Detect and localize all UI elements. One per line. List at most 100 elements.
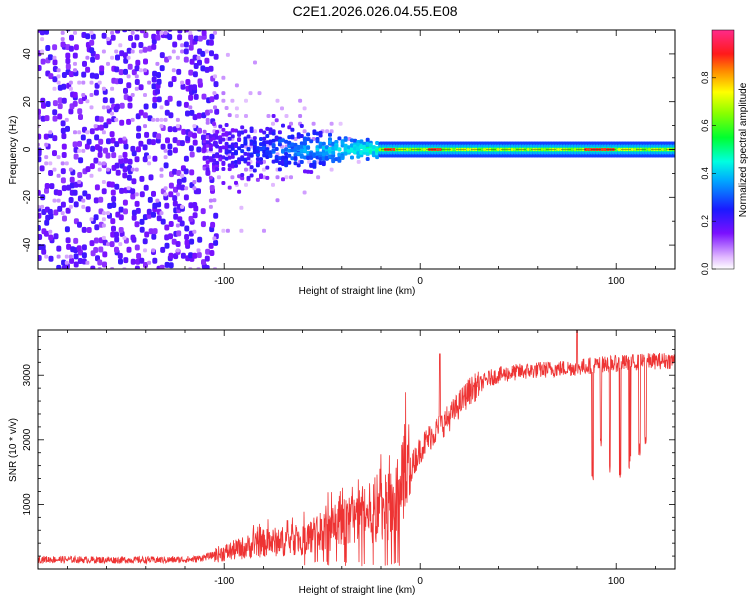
heatmap-cell [130, 258, 136, 265]
heatmap-cell [284, 158, 289, 163]
heatmap-cell [138, 68, 143, 73]
y-tick-label: 1000 [22, 493, 33, 516]
heatmap-cell [252, 168, 257, 173]
heatmap-cell [38, 65, 42, 71]
heatmap-cell [134, 86, 139, 91]
heatmap-cell [227, 113, 232, 118]
heatmap-cell [188, 69, 194, 76]
heatmap-cell [255, 177, 260, 182]
heatmap-cell [183, 168, 189, 175]
heatmap-cell [284, 139, 289, 144]
heatmap-cell [130, 93, 135, 97]
heatmap-cell [155, 117, 160, 122]
heatmap-cell [77, 130, 82, 135]
heatmap-cell [213, 53, 219, 60]
heatmap-cell [94, 82, 100, 89]
heatmap-cell [224, 148, 229, 153]
heatmap-cell [156, 133, 162, 140]
heatmap-cell [143, 58, 148, 65]
heatmap-cell [329, 121, 334, 126]
heatmap-cell [52, 76, 58, 83]
heatmap-cell [237, 157, 242, 162]
heatmap-cell [115, 103, 121, 110]
heatmap-cell [152, 228, 158, 235]
heatmap-cell [212, 154, 216, 158]
heatmap-cell [293, 147, 298, 151]
heatmap-cell [209, 96, 215, 103]
snr-line [38, 330, 675, 567]
heatmap-cell [106, 105, 110, 110]
heatmap-cell [303, 148, 307, 153]
heatmap-cell [98, 124, 104, 131]
heatmap-cell [224, 156, 229, 161]
heatmap-cell [350, 155, 354, 160]
heatmap-cell [213, 105, 217, 110]
heatmap-cell [356, 151, 361, 156]
heatmap-cell [52, 59, 58, 66]
heatmap-cell [213, 93, 219, 100]
heatmap-cell [65, 52, 71, 59]
heatmap-cell [84, 143, 90, 150]
heatmap-cell [365, 137, 370, 142]
heatmap-cell [78, 157, 84, 164]
heatmap-cell [111, 152, 117, 159]
x-tick-label: 100 [608, 276, 625, 287]
chart-title: C2E1.2026.026.04.55.E08 [292, 3, 458, 19]
heatmap-cell [142, 214, 148, 221]
heatmap-cell [119, 102, 125, 109]
heatmap-cell [215, 163, 220, 168]
heatmap-cell [142, 46, 148, 53]
heatmap-cell [368, 149, 373, 154]
heatmap-cell [57, 113, 63, 120]
heatmap-cell [142, 112, 148, 119]
heatmap-cell [212, 198, 217, 203]
x-tick-label: 0 [417, 276, 423, 287]
heatmap-cell [127, 102, 133, 109]
heatmap-cell [176, 178, 182, 185]
heatmap-cell [296, 134, 301, 139]
heatmap-cell [359, 144, 364, 149]
heatmap-cell [205, 109, 210, 116]
heatmap-cell [160, 246, 166, 253]
heatmap-cell [213, 212, 219, 219]
heatmap-cell [61, 259, 67, 266]
heatmap-cell [353, 138, 358, 143]
heatmap-cell [244, 98, 248, 103]
heatmap-cell [183, 155, 189, 162]
heatmap-cell [147, 155, 152, 160]
heatmap-cell [159, 117, 164, 122]
heatmap-cell [77, 108, 83, 115]
heatmap-cell [134, 221, 140, 228]
heatmap-cell [340, 140, 345, 145]
colorbar-label: Normalized spectral amplitude [738, 82, 749, 217]
heatmap-cell [287, 144, 292, 148]
heatmap-cell [268, 127, 273, 132]
heatmap-cell [77, 140, 82, 147]
heatmap-cell [143, 262, 148, 268]
heatmap-cell [299, 153, 304, 158]
heatmap-cell [101, 49, 106, 54]
heatmap-cell [262, 136, 267, 141]
heatmap-cell [101, 188, 107, 195]
heatmap-cell [123, 157, 129, 164]
heatmap-cell [266, 114, 271, 118]
heatmap-cell [334, 140, 339, 145]
heatmap-cell [208, 242, 214, 249]
heatmap-cell [183, 48, 189, 55]
heatmap-cell [246, 134, 251, 139]
heatmap-cell [94, 184, 100, 191]
heatmap-cell [151, 43, 157, 50]
heatmap-cell [213, 30, 217, 35]
heatmap-cell [234, 160, 238, 164]
heatmap-cell [296, 151, 301, 156]
heatmap-cell [205, 120, 210, 125]
heatmap-cell [60, 120, 66, 127]
heatmap-cell [202, 156, 207, 161]
top-axis-ticks: -100 0 100 -40 -20 0 20 40 [22, 29, 675, 287]
heatmap-cell [73, 201, 79, 208]
heatmap-cell [110, 34, 116, 41]
heatmap-cell [328, 140, 332, 145]
heatmap-cell [197, 127, 202, 134]
heatmap-cell [126, 47, 132, 54]
heatmap-cell [215, 160, 220, 165]
